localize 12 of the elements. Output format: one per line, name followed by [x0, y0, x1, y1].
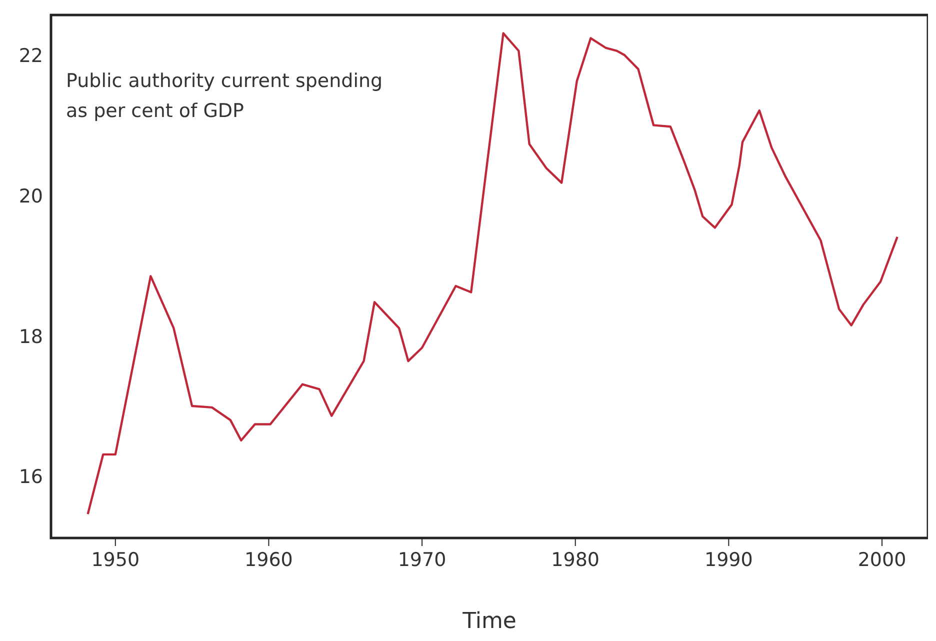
x-tick-label: 1950	[91, 549, 140, 571]
x-tick-label: 1980	[551, 549, 600, 571]
x-tick-label: 1960	[244, 549, 293, 571]
x-axis-title: Time	[462, 609, 516, 634]
x-tick-label: 1990	[704, 549, 753, 571]
y-tick-label: 20	[18, 185, 43, 208]
x-tick-label: 2000	[858, 549, 906, 571]
y-tick-label: 16	[18, 466, 43, 488]
annotation: Public authority current spending as per cent of GDP	[66, 70, 383, 122]
y-tick-label: 22	[18, 45, 43, 68]
y-tick-label: 18	[18, 326, 43, 348]
x-tick-label: 1970	[398, 549, 446, 571]
